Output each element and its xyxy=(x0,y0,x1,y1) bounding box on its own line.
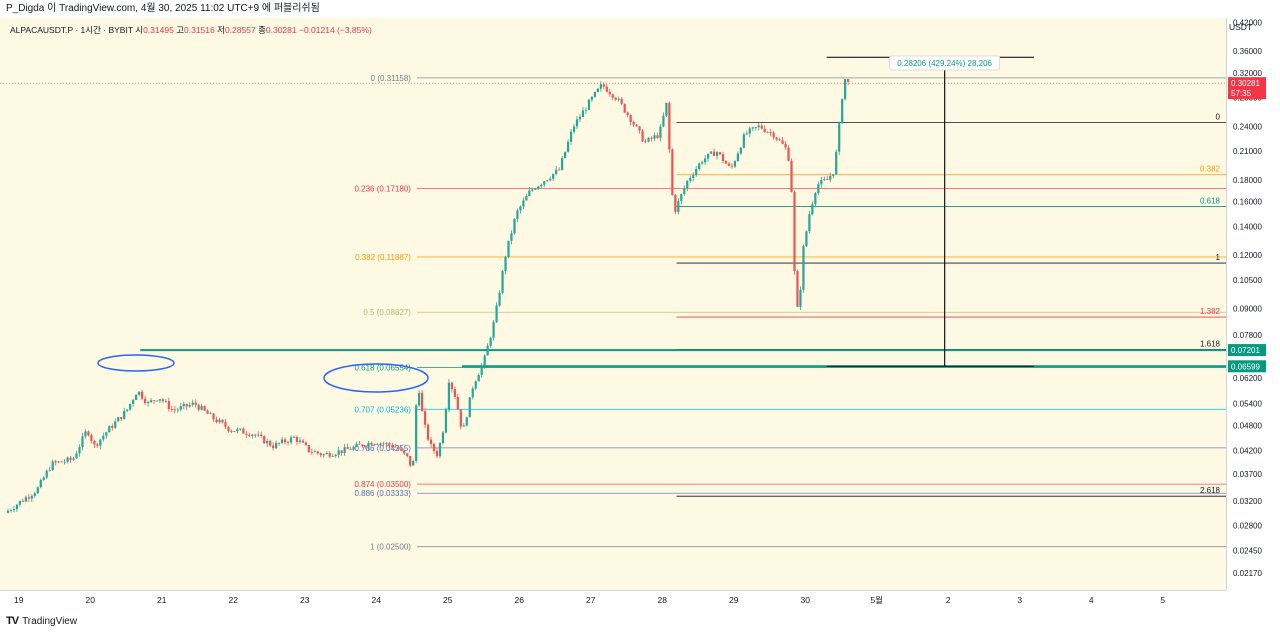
chart-pane[interactable]: ALPACAUSDT.P · 1시간 · BYBIT 시0.31495 고0.3… xyxy=(0,18,1226,590)
symbol-info: ALPACAUSDT.P · 1시간 · BYBIT xyxy=(10,25,133,35)
change-value: −0.01214 (−3.85%) xyxy=(299,25,372,35)
high-value: 0.31516 xyxy=(184,25,215,35)
publish-header: P_Digda 이 TradingView.com, 4월 30, 2025 1… xyxy=(0,0,1280,18)
symbol-legend: ALPACAUSDT.P · 1시간 · BYBIT 시0.31495 고0.3… xyxy=(10,24,372,36)
close-value: 0.30281 xyxy=(265,25,297,35)
currency-label[interactable]: USDT xyxy=(1229,22,1253,32)
price-axis[interactable] xyxy=(1226,18,1280,590)
tradingview-logo-icon: TV xyxy=(6,615,19,627)
high-label: 고 xyxy=(176,25,185,35)
brand-name: TradingView xyxy=(22,615,78,627)
footer: TV TradingView xyxy=(0,610,1280,634)
close-label: 종 xyxy=(258,25,266,35)
time-axis[interactable] xyxy=(0,590,1226,610)
low-label: 저 xyxy=(217,25,225,35)
open-value: 0.31495 xyxy=(143,25,174,35)
publish-line: P_Digda 이 TradingView.com, 4월 30, 2025 1… xyxy=(6,3,320,14)
open-label: 시 xyxy=(135,25,144,35)
low-value: 0.28557 xyxy=(224,25,256,35)
tradingview-logo[interactable]: TV TradingView xyxy=(6,615,77,627)
